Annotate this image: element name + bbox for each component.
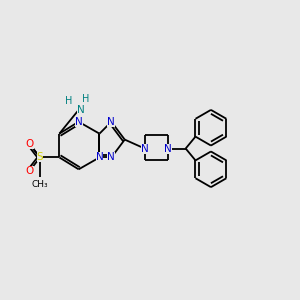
Text: N: N — [141, 143, 148, 154]
Text: O: O — [26, 139, 34, 149]
Text: CH₃: CH₃ — [32, 180, 48, 189]
Text: N: N — [164, 143, 172, 154]
Text: N: N — [75, 117, 83, 127]
Text: H: H — [82, 94, 90, 104]
Text: N: N — [107, 152, 115, 162]
Text: O: O — [26, 166, 34, 176]
Text: H: H — [64, 96, 72, 106]
Text: N: N — [107, 117, 115, 127]
Text: N: N — [77, 105, 85, 115]
Text: N: N — [96, 152, 103, 162]
Text: S: S — [37, 152, 43, 162]
